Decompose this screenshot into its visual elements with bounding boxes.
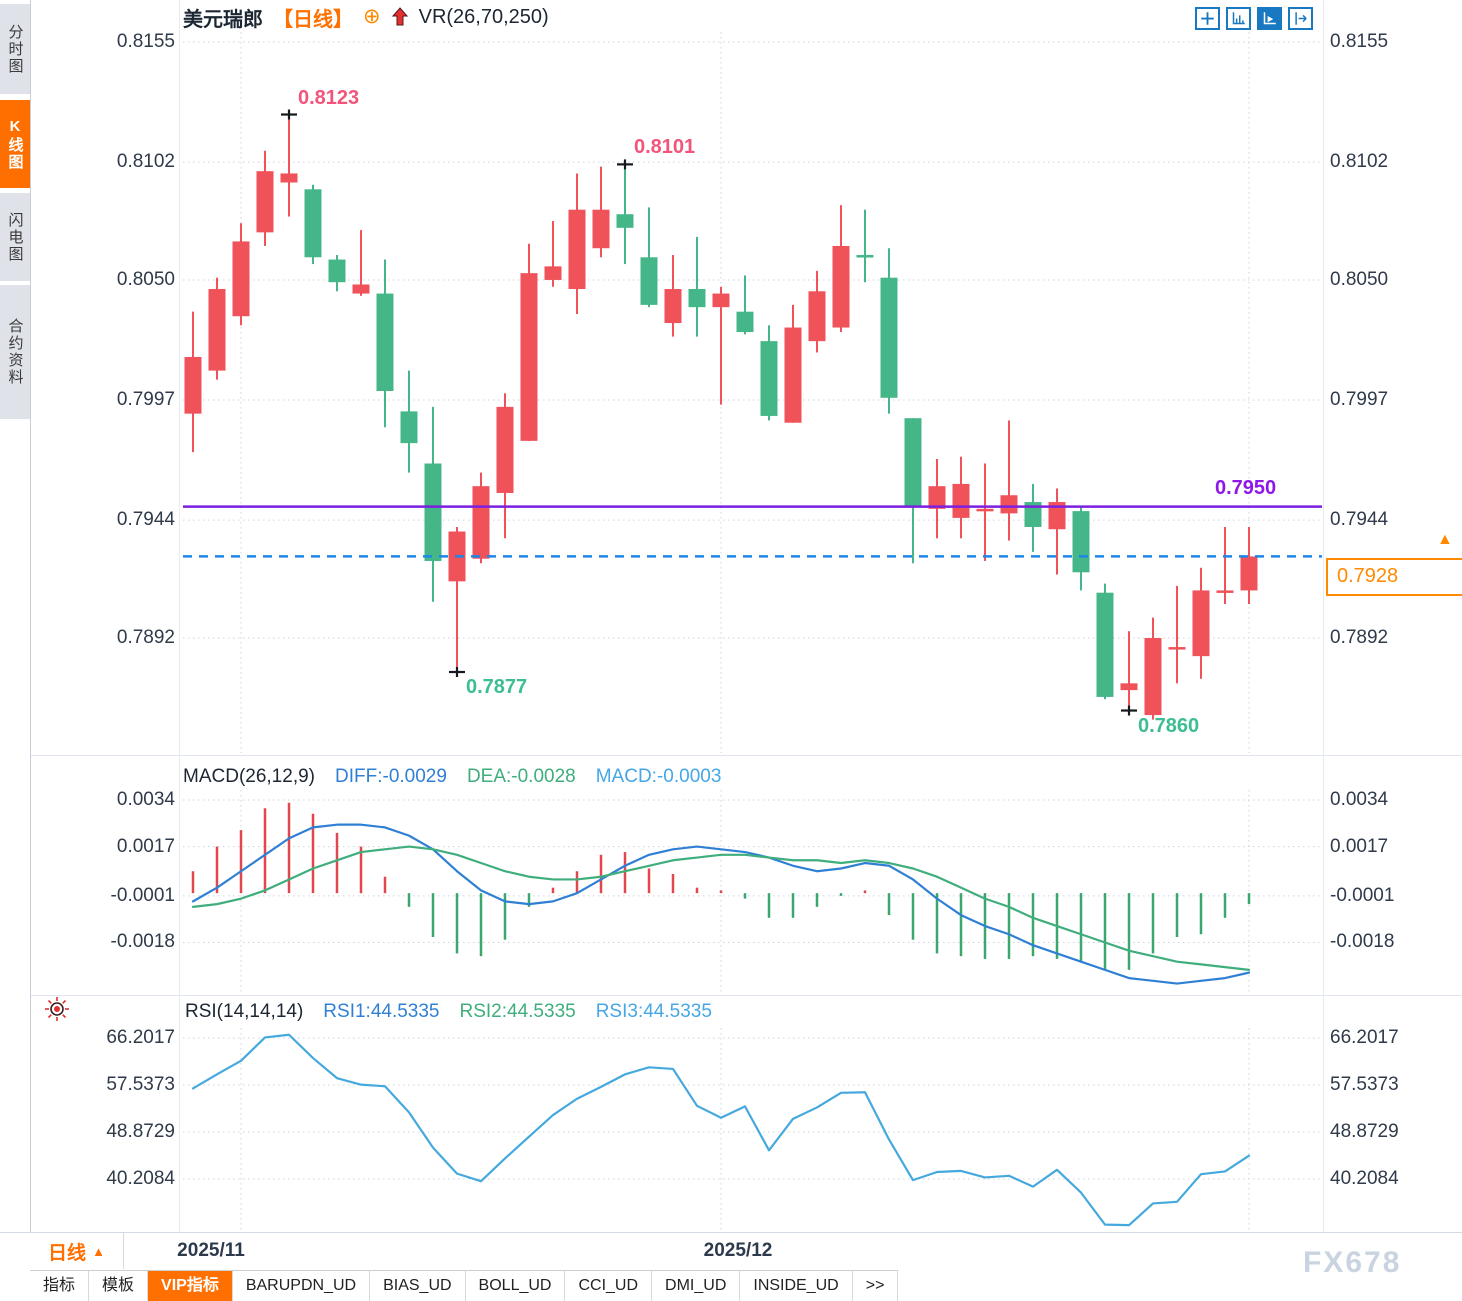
price-annotation: 0.7860 xyxy=(1138,714,1200,737)
bottom-tab-4[interactable]: BIAS_UD xyxy=(370,1271,466,1301)
y-axis-label-right: 0.8050 xyxy=(1330,268,1389,290)
pan-right-icon[interactable] xyxy=(1288,7,1313,30)
axis-play-icon[interactable] xyxy=(1257,7,1282,30)
price-up-arrow-icon: ▲ xyxy=(1437,531,1453,548)
y-axis-label-right: 66.2017 xyxy=(1330,1027,1399,1048)
bottom-tab-2[interactable]: VIP指标 xyxy=(148,1271,233,1301)
y-axis-label-left: 66.2017 xyxy=(106,1027,175,1048)
y-axis-label-right: 0.7892 xyxy=(1330,627,1389,648)
x-axis-strip xyxy=(0,1232,1462,1270)
purple-level-label: 0.7950 xyxy=(1215,477,1277,499)
y-axis-label-left: 48.8729 xyxy=(106,1121,175,1142)
bottom-tab-0[interactable]: 指标 xyxy=(30,1271,90,1301)
bottom-tab-1[interactable]: 模板 xyxy=(89,1271,149,1301)
bottom-tab-6[interactable]: CCI_UD xyxy=(565,1271,653,1301)
y-axis-label-left: -0.0018 xyxy=(110,931,175,953)
y-axis-label-right: 0.8155 xyxy=(1330,31,1389,52)
bottom-tab-3[interactable]: BARUPDN_UD xyxy=(233,1271,371,1301)
period-arrow-icon: ▲ xyxy=(92,1243,105,1259)
macd-dea-value: DEA:-0.0028 xyxy=(466,766,576,787)
y-axis-label-right: 57.5373 xyxy=(1330,1074,1399,1095)
x-axis-label: 2025/11 xyxy=(177,1240,245,1261)
y-axis-label-left: 0.7944 xyxy=(116,509,175,531)
indicator-tabbar: 指标 模板 VIP指标 BARUPDN_UD BIAS_UD BOLL_UD CCI_UD D… xyxy=(30,1270,899,1301)
price-annotation: 0.8123 xyxy=(298,86,360,109)
sidebar-tab-2[interactable]: 闪电图 xyxy=(0,193,30,281)
rsi1-value: RSI1:44.5335 xyxy=(323,1001,440,1022)
y-axis-label-left: 0.8050 xyxy=(116,268,175,290)
y-axis-label-right: -0.0001 xyxy=(1330,884,1395,906)
rsi3-value: RSI3:44.5335 xyxy=(595,1001,712,1022)
crosshair-move-icon[interactable] xyxy=(1195,7,1220,30)
macd-title: MACD(26,12,9) xyxy=(183,766,315,787)
sidebar-tab-0[interactable]: 分时图 xyxy=(0,4,30,94)
pane-divider xyxy=(30,755,1462,756)
sidebar-tab-1[interactable]: K线图 xyxy=(0,100,30,188)
period-label: 日线 xyxy=(48,1242,87,1264)
symbol-title: 美元瑞郎 xyxy=(183,8,263,31)
chart-header: 美元瑞郎 【日线】 ⊕ VR(26,70,250) xyxy=(183,3,549,31)
macd-diff-value: DIFF:-0.0029 xyxy=(335,766,447,787)
indicator-label: VR(26,70,250) xyxy=(418,5,549,28)
current-price-box: 0.7928 xyxy=(1326,558,1462,596)
axis-divider xyxy=(1323,0,1324,1232)
y-axis-label-left: 0.0017 xyxy=(116,835,175,857)
bottom-tab-9[interactable]: >> xyxy=(853,1271,899,1301)
watermark: FX678 xyxy=(1303,1246,1402,1279)
y-axis-label-right: -0.0018 xyxy=(1330,931,1395,953)
y-axis-label-right: 0.0017 xyxy=(1330,835,1389,857)
rsi2-value: RSI2:44.5335 xyxy=(459,1001,576,1022)
x-axis-label: 2025/12 xyxy=(703,1240,773,1261)
macd-header: MACD(26,12,9) DIFF:-0.0029 DEA:-0.0028 M… xyxy=(183,766,721,788)
axis-divider xyxy=(179,0,180,1232)
y-axis-label-left: 0.7892 xyxy=(116,627,175,648)
y-axis-label-left: 0.8102 xyxy=(116,151,175,173)
pane-divider xyxy=(30,995,1462,996)
y-axis-label-left: 57.5373 xyxy=(106,1074,175,1095)
toolbar xyxy=(1195,7,1313,30)
y-axis-label-right: 40.2084 xyxy=(1330,1168,1399,1189)
price-annotation: 0.7877 xyxy=(466,676,528,698)
y-axis-label-left: 0.0034 xyxy=(116,789,175,810)
price-annotation: 0.8101 xyxy=(634,136,696,159)
y-axis-label-left: 0.8155 xyxy=(116,31,175,52)
rsi-header: RSI(14,14,14) RSI1:44.5335 RSI2:44.5335 … xyxy=(185,1001,712,1023)
y-axis-label-right: 0.7944 xyxy=(1330,509,1389,531)
macd-macd-value: MACD:-0.0003 xyxy=(595,766,722,787)
axis-chart-icon[interactable] xyxy=(1226,7,1251,30)
period-selector-button[interactable]: 日线 ▲ xyxy=(30,1233,124,1269)
y-axis-label-left: -0.0001 xyxy=(110,884,175,906)
y-axis-label-right: 0.0034 xyxy=(1330,789,1389,810)
y-axis-label-right: 48.8729 xyxy=(1330,1121,1399,1142)
sidebar: 分时图 K线图闪电图合约资料 xyxy=(0,0,31,1300)
bottom-tab-5[interactable]: BOLL_UD xyxy=(466,1271,566,1301)
sidebar-tab-3[interactable]: 合约资料 xyxy=(0,285,30,419)
up-arrow-icon xyxy=(391,7,409,27)
y-axis-label-left: 0.7997 xyxy=(116,389,175,411)
y-axis-label-right: 0.8102 xyxy=(1330,151,1389,173)
period-tag[interactable]: 【日线】 xyxy=(273,8,353,31)
y-axis-label-left: 40.2084 xyxy=(106,1168,175,1189)
alert-sun-icon[interactable] xyxy=(44,996,70,1027)
bottom-tab-7[interactable]: DMI_UD xyxy=(652,1271,741,1301)
bottom-tab-8[interactable]: INSIDE_UD xyxy=(740,1271,853,1301)
zoom-plus-icon[interactable]: ⊕ xyxy=(363,5,381,28)
y-axis-label-right: 0.7997 xyxy=(1330,389,1389,411)
rsi-title: RSI(14,14,14) xyxy=(185,1001,304,1022)
